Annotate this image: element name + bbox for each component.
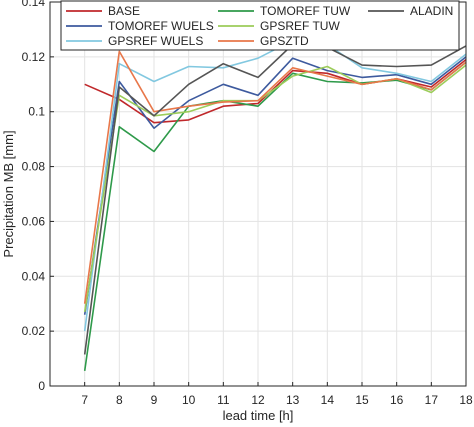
x-tick-label: 13 xyxy=(286,393,300,407)
y-tick-label: 0.04 xyxy=(22,269,46,283)
x-tick-label: 7 xyxy=(81,393,88,407)
legend-entry-label: GPSZTD xyxy=(260,34,309,48)
series-line-aladin xyxy=(83,43,467,355)
series-line-tomoref-wuels xyxy=(83,56,467,315)
x-tick-label: 11 xyxy=(217,393,230,407)
y-tick-label: 0.02 xyxy=(22,324,46,338)
y-tick-label: 0.1 xyxy=(28,105,45,119)
x-axis-label: lead time [h] xyxy=(223,408,294,423)
x-tick-label: 12 xyxy=(251,393,265,407)
legend-entry-label: GPSREF TUW xyxy=(260,19,340,33)
y-tick-label: 0.14 xyxy=(22,0,46,9)
y-tick-label: 0.08 xyxy=(22,160,46,174)
y-tick-label: 0.06 xyxy=(22,214,46,228)
x-tick-label: 17 xyxy=(425,393,439,407)
legend-entry-label: TOMOREF TUW xyxy=(260,4,351,18)
x-tick-label: 18 xyxy=(459,393,473,407)
y-axis-ticks: 0 0.02 0.04 0.06 0.08 0.1 0.12 0.14 xyxy=(22,0,54,393)
y-axis-label: Precipitation MB [mm] xyxy=(1,130,16,257)
x-tick-label: 15 xyxy=(355,393,369,407)
y-tick-label: 0 xyxy=(38,379,45,393)
x-tick-label: 16 xyxy=(390,393,404,407)
x-axis-ticks: 7 8 9 10 11 12 13 14 15 16 17 18 xyxy=(81,382,473,407)
x-tick-label: 9 xyxy=(151,393,158,407)
series-lines xyxy=(83,39,467,372)
legend-entry-label: BASE xyxy=(108,4,140,18)
legend-entry-label: TOMOREF WUELS xyxy=(108,19,214,33)
series-line-gpsztd xyxy=(83,50,467,304)
y-tick-label: 0.12 xyxy=(22,50,46,64)
x-tick-label: 8 xyxy=(116,393,123,407)
legend-entry-label: GPSREF WUELS xyxy=(108,34,203,48)
x-tick-label: 10 xyxy=(182,393,196,407)
legend-entry-label: ALADIN xyxy=(410,4,453,18)
legend-box xyxy=(60,0,460,51)
x-tick-label: 14 xyxy=(321,393,335,407)
